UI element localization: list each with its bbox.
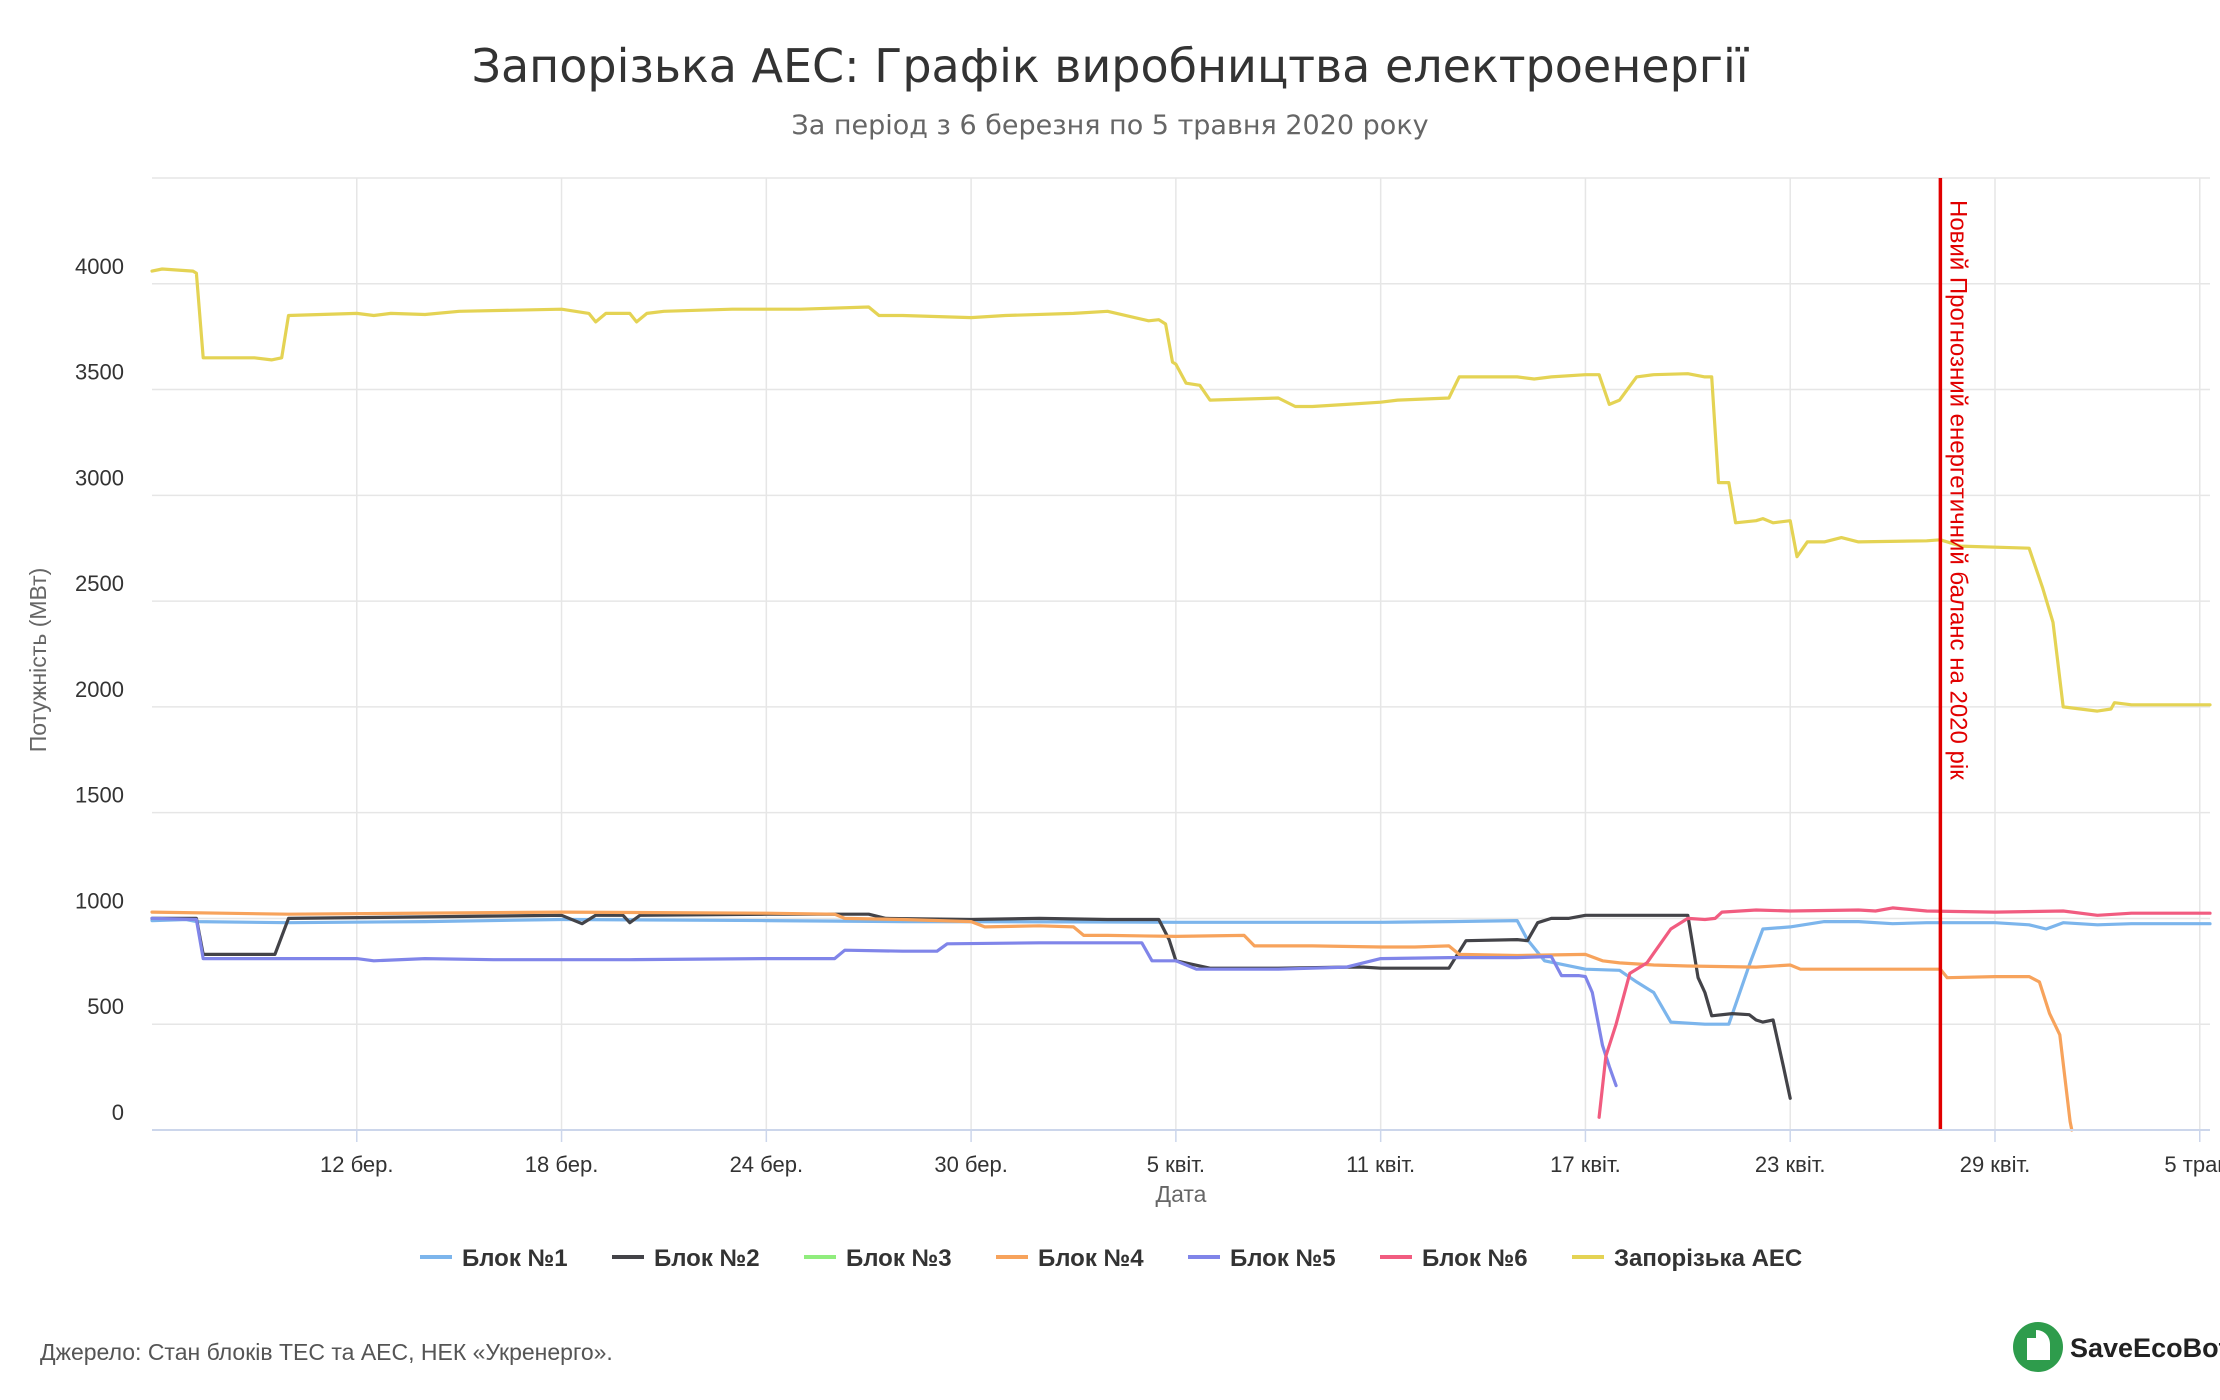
legend-label: Блок №5 [1230,1245,1336,1272]
series-line-5[interactable] [150,916,1618,1088]
saveecobot-logo[interactable]: SaveEcoBot [2013,1322,2220,1372]
legend-label: Блок №1 [462,1245,568,1272]
y-tick-label: 0 [112,1100,124,1125]
legend-item[interactable]: Блок №1 [420,1245,568,1272]
y-axis-ticks: 0 500 1000 1500 2000 2500 3000 3500 4000 [75,254,124,1125]
series-lines[interactable] [150,267,2212,1132]
x-tick-label: 5 квіт. [1147,1152,1205,1177]
y-tick-label: 2500 [75,571,124,596]
legend-label: Блок №2 [654,1245,760,1272]
grid [152,177,2210,1130]
legend-label: Запорізька АЕС [1614,1245,1802,1272]
legend-item[interactable]: Блок №6 [1380,1245,1528,1272]
credits: Джерело: Стан блоків ТЕС та АЕС, НЕК «Ук… [40,1339,613,1365]
y-tick-label: 2000 [75,677,124,702]
y-tick-label: 4000 [75,254,124,279]
leaf-icon [2027,1330,2050,1360]
y-tick-label: 3500 [75,360,124,385]
legend-item[interactable]: Блок №2 [612,1245,760,1272]
series-line-7[interactable] [150,267,2212,713]
y-tick-label: 500 [87,994,124,1019]
logo-text: SaveEcoBot [2070,1333,2220,1363]
plot-line-annotation: Новий Прогнозний енергетичний баланс на … [1938,178,1971,1130]
legend-item[interactable]: Блок №3 [804,1245,952,1272]
y-tick-label: 1500 [75,783,124,808]
legend-label: Блок №3 [846,1245,952,1272]
x-tick-label: 12 бер. [320,1152,394,1177]
legend-item[interactable]: Блок №5 [1188,1245,1336,1272]
legend: Блок №1 Блок №2 Блок №3 Блок №4 Блок №5 Блок … [420,1245,1802,1272]
legend-label: Блок №4 [1038,1245,1144,1272]
x-tick-label: 17 квіт. [1550,1152,1621,1177]
x-tick-label: 30 бер. [934,1152,1008,1177]
series-line-6[interactable] [1597,906,2212,1119]
y-axis-title: Потужність (МВт) [25,568,51,753]
series-line-1[interactable] [150,917,2212,1026]
x-tick-label: 11 квіт. [1346,1152,1415,1177]
x-tick-label: 18 бер. [525,1152,599,1177]
x-axis-title: Дата [1156,1181,1207,1207]
x-tick-label: 24 бер. [730,1152,804,1177]
x-axis-ticks: 12 бер. 18 бер. 24 бер. 30 бер. 5 квіт. 11 кв… [320,1130,2220,1177]
chart-title: Запорізька АЕС: Графік виробництва елект… [471,39,1749,93]
legend-item[interactable]: Запорізька АЕС [1572,1245,1802,1272]
x-tick-label: 29 квіт. [1960,1152,2031,1177]
annotation-label: Новий Прогнозний енергетичний баланс на … [1944,200,1971,780]
x-tick-label: 5 трав. [2164,1152,2220,1177]
chart-subtitle: За період з 6 березня по 5 травня 2020 р… [791,110,1428,141]
legend-item[interactable]: Блок №4 [996,1245,1144,1272]
series-line-4[interactable] [150,910,2074,1132]
y-tick-label: 1000 [75,888,124,913]
x-tick-label: 23 квіт. [1755,1152,1826,1177]
y-tick-label: 3000 [75,465,124,490]
legend-label: Блок №6 [1422,1245,1528,1272]
